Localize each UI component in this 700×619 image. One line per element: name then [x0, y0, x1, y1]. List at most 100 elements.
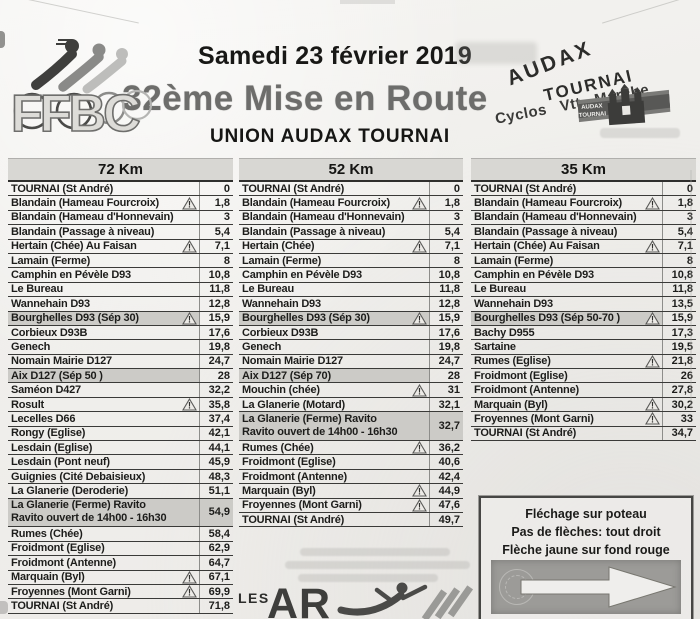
- legend-line-1: Fléchage sur poteau: [525, 507, 647, 521]
- place-name: La Glanerie (Ferme) Ravito: [242, 413, 377, 426]
- place-name: Lesdain (Eglise): [11, 441, 93, 454]
- distance-km: 11,8: [199, 282, 233, 297]
- place-cell: TOURNAI (St André): [471, 183, 662, 195]
- place-cell: Bachy D955: [471, 327, 662, 339]
- table-title: 72 Km: [8, 158, 233, 182]
- scan-edge-mark: [0, 31, 5, 48]
- distance-km: 32,2: [199, 383, 233, 397]
- place-name: Nomain Mairie D127: [11, 355, 112, 368]
- place-cell: TOURNAI (St André): [8, 600, 199, 612]
- place-name: Blandain (Hameau Fourcroix): [242, 197, 391, 210]
- ffbc-cyclists-logo: FFBC: [10, 39, 153, 138]
- distance-km: 13,5: [662, 297, 696, 311]
- distance-km: 26: [662, 369, 696, 383]
- table-row: Nomain Mairie D127 24,7: [8, 354, 233, 370]
- distance-km: 12,8: [199, 297, 233, 311]
- place-cell: Lesdain (Eglise): [8, 442, 199, 454]
- distance-km: 47,6: [429, 498, 463, 512]
- place-cell: Lamain (Ferme): [8, 255, 199, 267]
- place-cell: Le Bureau: [471, 283, 662, 295]
- place-name: TOURNAI (St André): [11, 600, 114, 613]
- distance-km: 3: [199, 210, 233, 225]
- table-row: Blandain (Passage à niveau) 5,4: [471, 225, 696, 240]
- distance-km: 17,3: [662, 325, 696, 340]
- table-row: Wannehain D93 13,5: [471, 297, 696, 312]
- place-cell: Bourghelles D93 (Sép 30): [239, 312, 412, 324]
- stamp-text-audax: AUDAX: [581, 103, 603, 110]
- distance-km: 35,8: [199, 397, 233, 412]
- place-name: Froidmont (Antenne): [474, 384, 579, 397]
- place-cell: Blandain (Passage à niveau): [8, 226, 199, 238]
- place-cell: Blandain (Hameau d'Honnevain): [8, 211, 199, 223]
- distance-km: 15,9: [429, 311, 463, 325]
- table-row: Marquain (Byl)! 67,1: [8, 570, 233, 585]
- place-cell: Froidmont (Eglise): [471, 370, 662, 382]
- table-row: Blandain (Passage à niveau) 5,4: [8, 225, 233, 240]
- place-cell: Aix D127 (Sép 50 ): [8, 370, 199, 382]
- distance-km: 5,4: [199, 225, 233, 239]
- place-cell: Froidmont (Eglise): [8, 542, 199, 554]
- direction-arrow: [520, 566, 677, 608]
- place-cell: Froidmont (Antenne): [471, 384, 662, 396]
- table-row: Le Bureau 11,8: [8, 282, 233, 298]
- table-row: Blandain (Passage à niveau) 5,4: [239, 225, 463, 240]
- place-cell: Blandain (Passage à niveau): [471, 226, 662, 238]
- warning-icon: !: [645, 398, 660, 411]
- table-row: Mouchin (chée)! 31: [239, 383, 463, 398]
- place-name: Rumes (Chée): [11, 528, 83, 541]
- distance-km: 33: [662, 412, 696, 426]
- svg-text:!: !: [418, 444, 421, 454]
- legend-line-3: Flèche jaune sur fond rouge: [502, 543, 670, 557]
- warning-icon: !: [412, 383, 427, 397]
- table-row: Hertain (Chée) Au Faisan! 7,1: [471, 239, 696, 254]
- place-cell: Wannehain D93: [8, 298, 199, 310]
- table-row: Bourghelles D93 (Sép 30)! 15,9: [8, 311, 233, 326]
- place-name: Hertain (Chée) Au Faisan: [11, 240, 137, 253]
- place-name: Guignies (Cité Debaisieux): [11, 470, 146, 483]
- place-name: Bourghelles D93 (Sép 30): [242, 312, 370, 325]
- warning-icon: !: [182, 585, 197, 598]
- place-name: Sartaine: [474, 340, 516, 353]
- place-name: Froyennes (Mont Garni): [242, 499, 362, 512]
- place-cell: Froidmont (Antenne): [239, 471, 429, 483]
- svg-text:!: !: [188, 242, 191, 252]
- distance-km: 17,6: [429, 325, 463, 340]
- place-name: Nomain Mairie D127: [242, 355, 343, 368]
- place-cell: Blandain (Hameau Fourcroix): [8, 197, 182, 209]
- warning-icon: !: [182, 196, 197, 210]
- place-cell: Camphin en Pévèle D93: [471, 269, 662, 281]
- distance-km: 19,5: [662, 340, 696, 354]
- place-cell: Bourghelles D93 (Sép 30): [8, 312, 182, 324]
- table-row: Camphin en Pévèle D93 10,8: [239, 268, 463, 283]
- distance-km: 24,7: [199, 354, 233, 369]
- place-cell: Camphin en Pévèle D93: [239, 269, 429, 281]
- place-name: Wannehain D93: [11, 297, 90, 310]
- place-name: Le Bureau: [242, 283, 294, 296]
- svg-text:!: !: [188, 573, 191, 583]
- distance-km: 0: [199, 182, 233, 196]
- place-cell: Corbieux D93B: [239, 327, 429, 339]
- place-cell: Corbieux D93B: [8, 327, 199, 339]
- place-name: TOURNAI (St André): [474, 427, 577, 440]
- svg-text:!: !: [418, 199, 421, 209]
- distance-km: 27,8: [662, 383, 696, 397]
- place-cell: Le Bureau: [8, 283, 199, 295]
- place-name: Blandain (Hameau d'Honnevain): [242, 211, 405, 224]
- place-name: Lecelles D66: [11, 412, 76, 425]
- place-cell: Aix D127 (Sép 70): [239, 370, 429, 382]
- distance-km: 42,4: [429, 469, 463, 484]
- warning-icon: !: [645, 354, 660, 368]
- warning-icon: !: [412, 498, 427, 512]
- distance-km: 69,9: [199, 584, 233, 599]
- warning-icon: !: [412, 311, 427, 325]
- warning-icon: !: [412, 484, 427, 497]
- table-row: Blandain (Hameau Fourcroix)! 1,8: [471, 196, 696, 211]
- table-row: Froidmont (Eglise) 40,6: [239, 455, 463, 470]
- place-name: Rumes (Eglise): [474, 355, 551, 368]
- place-cell: Wannehain D93: [471, 298, 662, 310]
- svg-text:!: !: [418, 314, 421, 324]
- place-cell: Lamain (Ferme): [239, 255, 429, 267]
- direction-arrow-panel: [491, 560, 681, 614]
- place-cell: Wannehain D93: [239, 298, 429, 310]
